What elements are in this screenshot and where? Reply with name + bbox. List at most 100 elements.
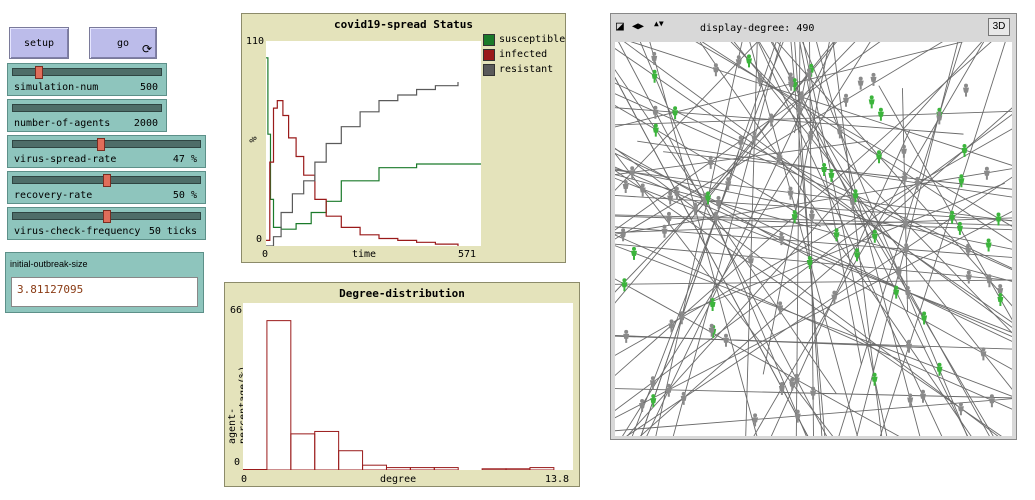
slider-track[interactable]: [12, 68, 162, 76]
agent-head: [708, 155, 713, 160]
vertical-arrows-icon[interactable]: ▲▼: [654, 19, 664, 28]
3d-view-button[interactable]: 3D: [988, 18, 1010, 36]
x-min-label: 0: [241, 474, 248, 485]
agent-body: [778, 236, 785, 246]
histogram-bar: [481, 468, 507, 471]
network-link: [757, 42, 943, 436]
network-link: [794, 42, 823, 436]
network-link: [615, 169, 1012, 222]
agent-head: [872, 372, 877, 377]
agent-body: [921, 315, 928, 325]
network-link: [615, 245, 1012, 397]
slider-thumb[interactable]: [102, 174, 111, 187]
slider-thumb[interactable]: [97, 138, 106, 151]
x-max-label: 13.8: [545, 474, 570, 485]
agent-icon: [904, 286, 911, 299]
slider-thumb[interactable]: [102, 210, 111, 223]
agent-icon: [776, 151, 783, 165]
agent-body: [904, 290, 911, 299]
agent-head: [792, 78, 797, 83]
slider-virus-spread-rate[interactable]: virus-spread-rate 47 %: [7, 135, 206, 168]
agent-body: [868, 99, 875, 109]
slider-thumb[interactable]: [34, 66, 43, 79]
agent-icon: [708, 323, 715, 337]
slider-recovery-rate[interactable]: recovery-rate 50 %: [7, 171, 206, 204]
agent-infected-icon: [871, 372, 878, 386]
x-axis-label: time: [352, 249, 377, 260]
network-link: [615, 152, 1012, 342]
agent-body: [985, 242, 992, 252]
network-link: [615, 168, 1012, 250]
slider-number-of-agents[interactable]: number-of-agents 2000: [7, 99, 167, 132]
agent-infected-icon: [621, 278, 628, 292]
agent-head: [792, 210, 797, 215]
agent-icon: [737, 135, 744, 149]
agent-body: [649, 380, 656, 390]
agent-icon: [667, 191, 674, 205]
agent-body: [965, 274, 972, 284]
agent-body: [808, 213, 815, 223]
agent-icon: [857, 76, 864, 90]
agent-body: [777, 305, 784, 315]
agent-body: [806, 72, 812, 82]
agent-body: [789, 381, 796, 391]
legend-swatch: [483, 33, 495, 46]
agent-body: [705, 195, 711, 205]
slider-track[interactable]: [12, 140, 201, 148]
agent-infected-icon: [995, 212, 1002, 226]
agent-head: [950, 210, 955, 215]
agent-body: [668, 323, 675, 333]
agent-body: [747, 258, 754, 268]
network-link: [615, 168, 1012, 235]
y-min-label: 0: [256, 234, 263, 245]
slider-value: 50 ticks: [148, 226, 197, 237]
agent-icon: [673, 186, 680, 200]
slider-simulation-num[interactable]: simulation-num 500: [7, 63, 167, 96]
agent-head: [716, 196, 721, 200]
agent-head: [779, 232, 784, 237]
agent-icon: [622, 180, 629, 193]
agent-head: [877, 150, 881, 155]
network-link: [646, 42, 836, 436]
agent-icon: [629, 166, 636, 180]
legend-swatch: [483, 48, 495, 61]
agent-body: [650, 398, 657, 408]
agent-head: [652, 51, 657, 56]
agent-icon: [789, 377, 796, 391]
slider-virus-check-frequency[interactable]: virus-check-frequency 50 ticks: [7, 207, 206, 240]
agent-body: [965, 247, 972, 257]
agent-head: [674, 186, 679, 191]
agent-body: [680, 395, 687, 405]
agent-body: [652, 109, 659, 119]
monitor-value: 3.81127095: [11, 277, 198, 307]
y-max-label: 110: [246, 36, 265, 47]
setup-button[interactable]: setup: [9, 27, 69, 59]
agent-icon: [997, 284, 1004, 298]
agent-body: [751, 135, 758, 145]
agent-body: [893, 289, 900, 299]
status-plot-canvas: [266, 41, 481, 247]
agent-icon: [901, 171, 908, 185]
agent-icon: [652, 105, 659, 119]
horizontal-arrows-icon[interactable]: ◀▶: [632, 21, 645, 32]
slider-value: 2000: [133, 118, 158, 129]
agent-icon: [907, 393, 914, 407]
network-link: [615, 234, 1012, 410]
monitor-label: initial-outbreak-size: [10, 259, 88, 269]
agent-infected-icon: [997, 293, 1004, 306]
go-button[interactable]: go ⟳: [89, 27, 157, 59]
agent-head: [921, 389, 925, 394]
agent-body: [958, 178, 965, 188]
slider-track[interactable]: [12, 104, 162, 112]
agent-body: [778, 386, 785, 395]
network-link: [799, 42, 862, 365]
network-link: [809, 42, 814, 436]
world-canvas[interactable]: [615, 42, 1012, 436]
network-link: [615, 152, 834, 436]
network-link: [802, 42, 888, 436]
agent-head: [706, 191, 710, 196]
agent-icon: [965, 270, 972, 284]
network-link: [615, 42, 856, 293]
view-control-icon[interactable]: ◪: [616, 19, 624, 34]
network-link: [622, 42, 871, 436]
